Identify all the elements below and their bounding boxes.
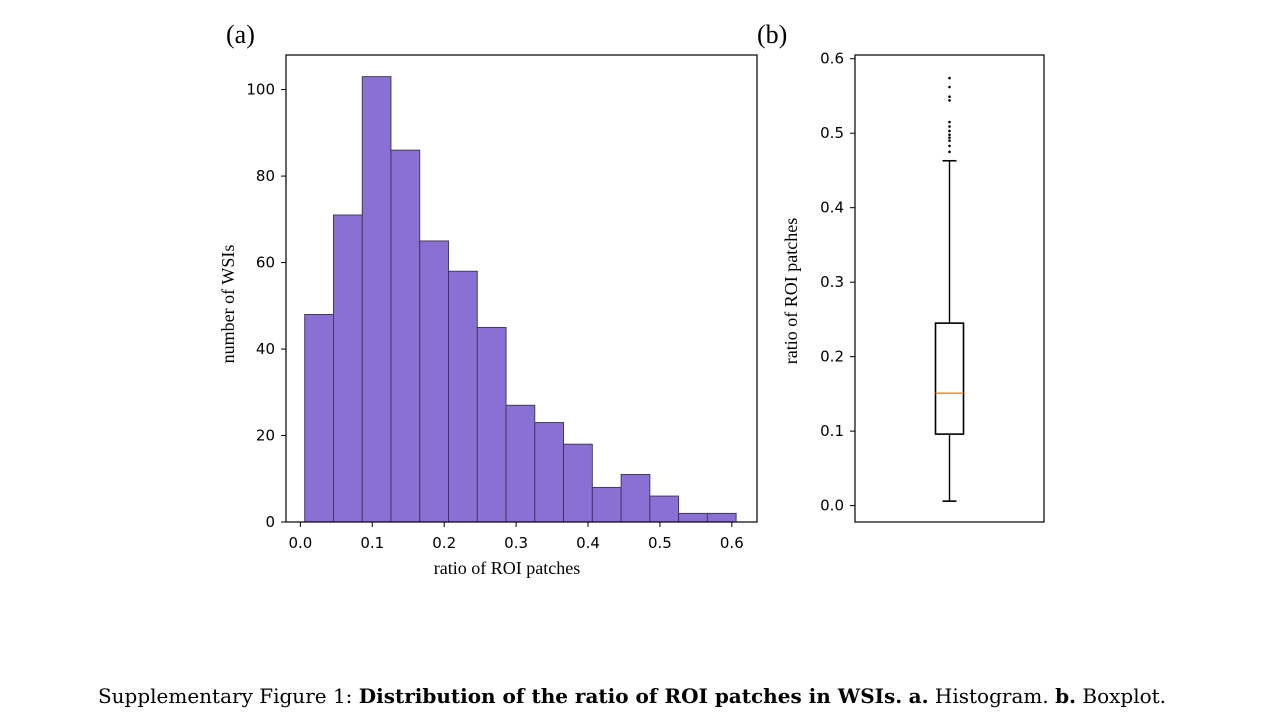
x-tick-label: 0.4 (576, 534, 600, 552)
y-tick-label: 0.1 (820, 422, 844, 440)
histogram-y-label: number of WSIs (218, 245, 238, 364)
y-tick-label: 0.5 (820, 124, 844, 142)
x-tick-label: 0.5 (648, 534, 672, 552)
figure: (a) 0.0 0.1 0.2 0.3 0.4 0.5 0.6 0 20 40 60 80 100 r… (218, 20, 1045, 578)
boxplot-elements (934, 76, 965, 502)
caption-title: Distribution of the ratio of ROI patches… (358, 684, 903, 708)
histogram-bar (563, 443, 593, 523)
x-tick-label: 0.6 (720, 534, 744, 552)
histogram-bar (591, 486, 622, 523)
outlier-point (948, 120, 951, 124)
histogram-bars (304, 76, 737, 523)
histogram-bar (476, 326, 507, 523)
box-iqr (934, 322, 965, 435)
histogram-bar (534, 422, 565, 523)
histogram-axes-frame (285, 54, 758, 523)
histogram-bar (304, 313, 334, 523)
y-tick-label: 20 (256, 427, 275, 445)
caption-a-label: a. (908, 684, 929, 708)
y-tick-label: 40 (256, 340, 275, 358)
outlier-point (948, 139, 951, 142)
histogram-x-ticks: 0.0 0.1 0.2 0.3 0.4 0.5 0.6 (288, 522, 744, 552)
y-tick-label: 80 (256, 167, 275, 185)
panel-label-b: (b) (757, 20, 787, 49)
histogram-panel: (a) 0.0 0.1 0.2 0.3 0.4 0.5 0.6 0 20 40 60 80 100 r… (218, 20, 758, 578)
histogram-bar (706, 512, 737, 523)
histogram-bar (649, 495, 680, 523)
outlier-point (948, 144, 951, 148)
boxplot-axes-frame (854, 54, 1045, 523)
caption-a-text: Histogram. (928, 684, 1056, 708)
x-tick-label: 0.3 (504, 534, 528, 552)
caption-b-label: b. (1055, 684, 1077, 708)
histogram-bar (678, 512, 708, 523)
histogram-bar (361, 76, 392, 523)
y-tick-label: 0.6 (820, 50, 844, 68)
y-tick-label: 0.4 (820, 199, 844, 217)
x-tick-label: 0.1 (360, 534, 384, 552)
histogram-bar (419, 240, 449, 523)
boxplot-y-ticks: 0.0 0.1 0.2 0.3 0.4 0.5 0.6 (820, 50, 855, 515)
outlier-point (948, 76, 951, 80)
y-tick-label: 0 (265, 513, 275, 531)
outlier-point (948, 133, 951, 136)
outlier-point (948, 125, 951, 128)
outlier-point (948, 99, 951, 102)
y-tick-label: 0.0 (820, 497, 844, 515)
y-tick-label: 0.2 (820, 348, 844, 366)
y-tick-label: 60 (256, 254, 275, 272)
x-tick-label: 0.0 (288, 534, 312, 552)
outlier-point (948, 136, 951, 139)
caption-prefix: Supplementary Figure 1: (97, 684, 359, 708)
histogram-bar (333, 214, 363, 523)
histogram-bar (620, 473, 651, 523)
histogram-bar (390, 149, 421, 523)
outlier-point (948, 95, 951, 99)
histogram-bar (448, 270, 478, 523)
y-tick-label: 100 (246, 81, 275, 99)
caption-b-text: Boxplot. (1076, 684, 1167, 708)
outlier-point (948, 85, 951, 89)
y-tick-label: 0.3 (820, 273, 844, 291)
boxplot-panel: (b) 0.0 0.1 0.2 0.3 0.4 0.5 0.6 ratio of ROI p… (757, 20, 1045, 523)
histogram-x-label: ratio of ROI patches (434, 558, 580, 578)
outlier-point (948, 150, 951, 154)
figure-caption: Supplementary Figure 1: Distribution of … (0, 684, 1264, 708)
histogram-bar (505, 404, 536, 523)
x-tick-label: 0.2 (432, 534, 456, 552)
histogram-y-ticks: 0 20 40 60 80 100 (246, 81, 286, 531)
panel-label-a: (a) (226, 20, 255, 49)
outlier-point (948, 129, 951, 133)
boxplot-y-label: ratio of ROI patches (781, 218, 801, 364)
